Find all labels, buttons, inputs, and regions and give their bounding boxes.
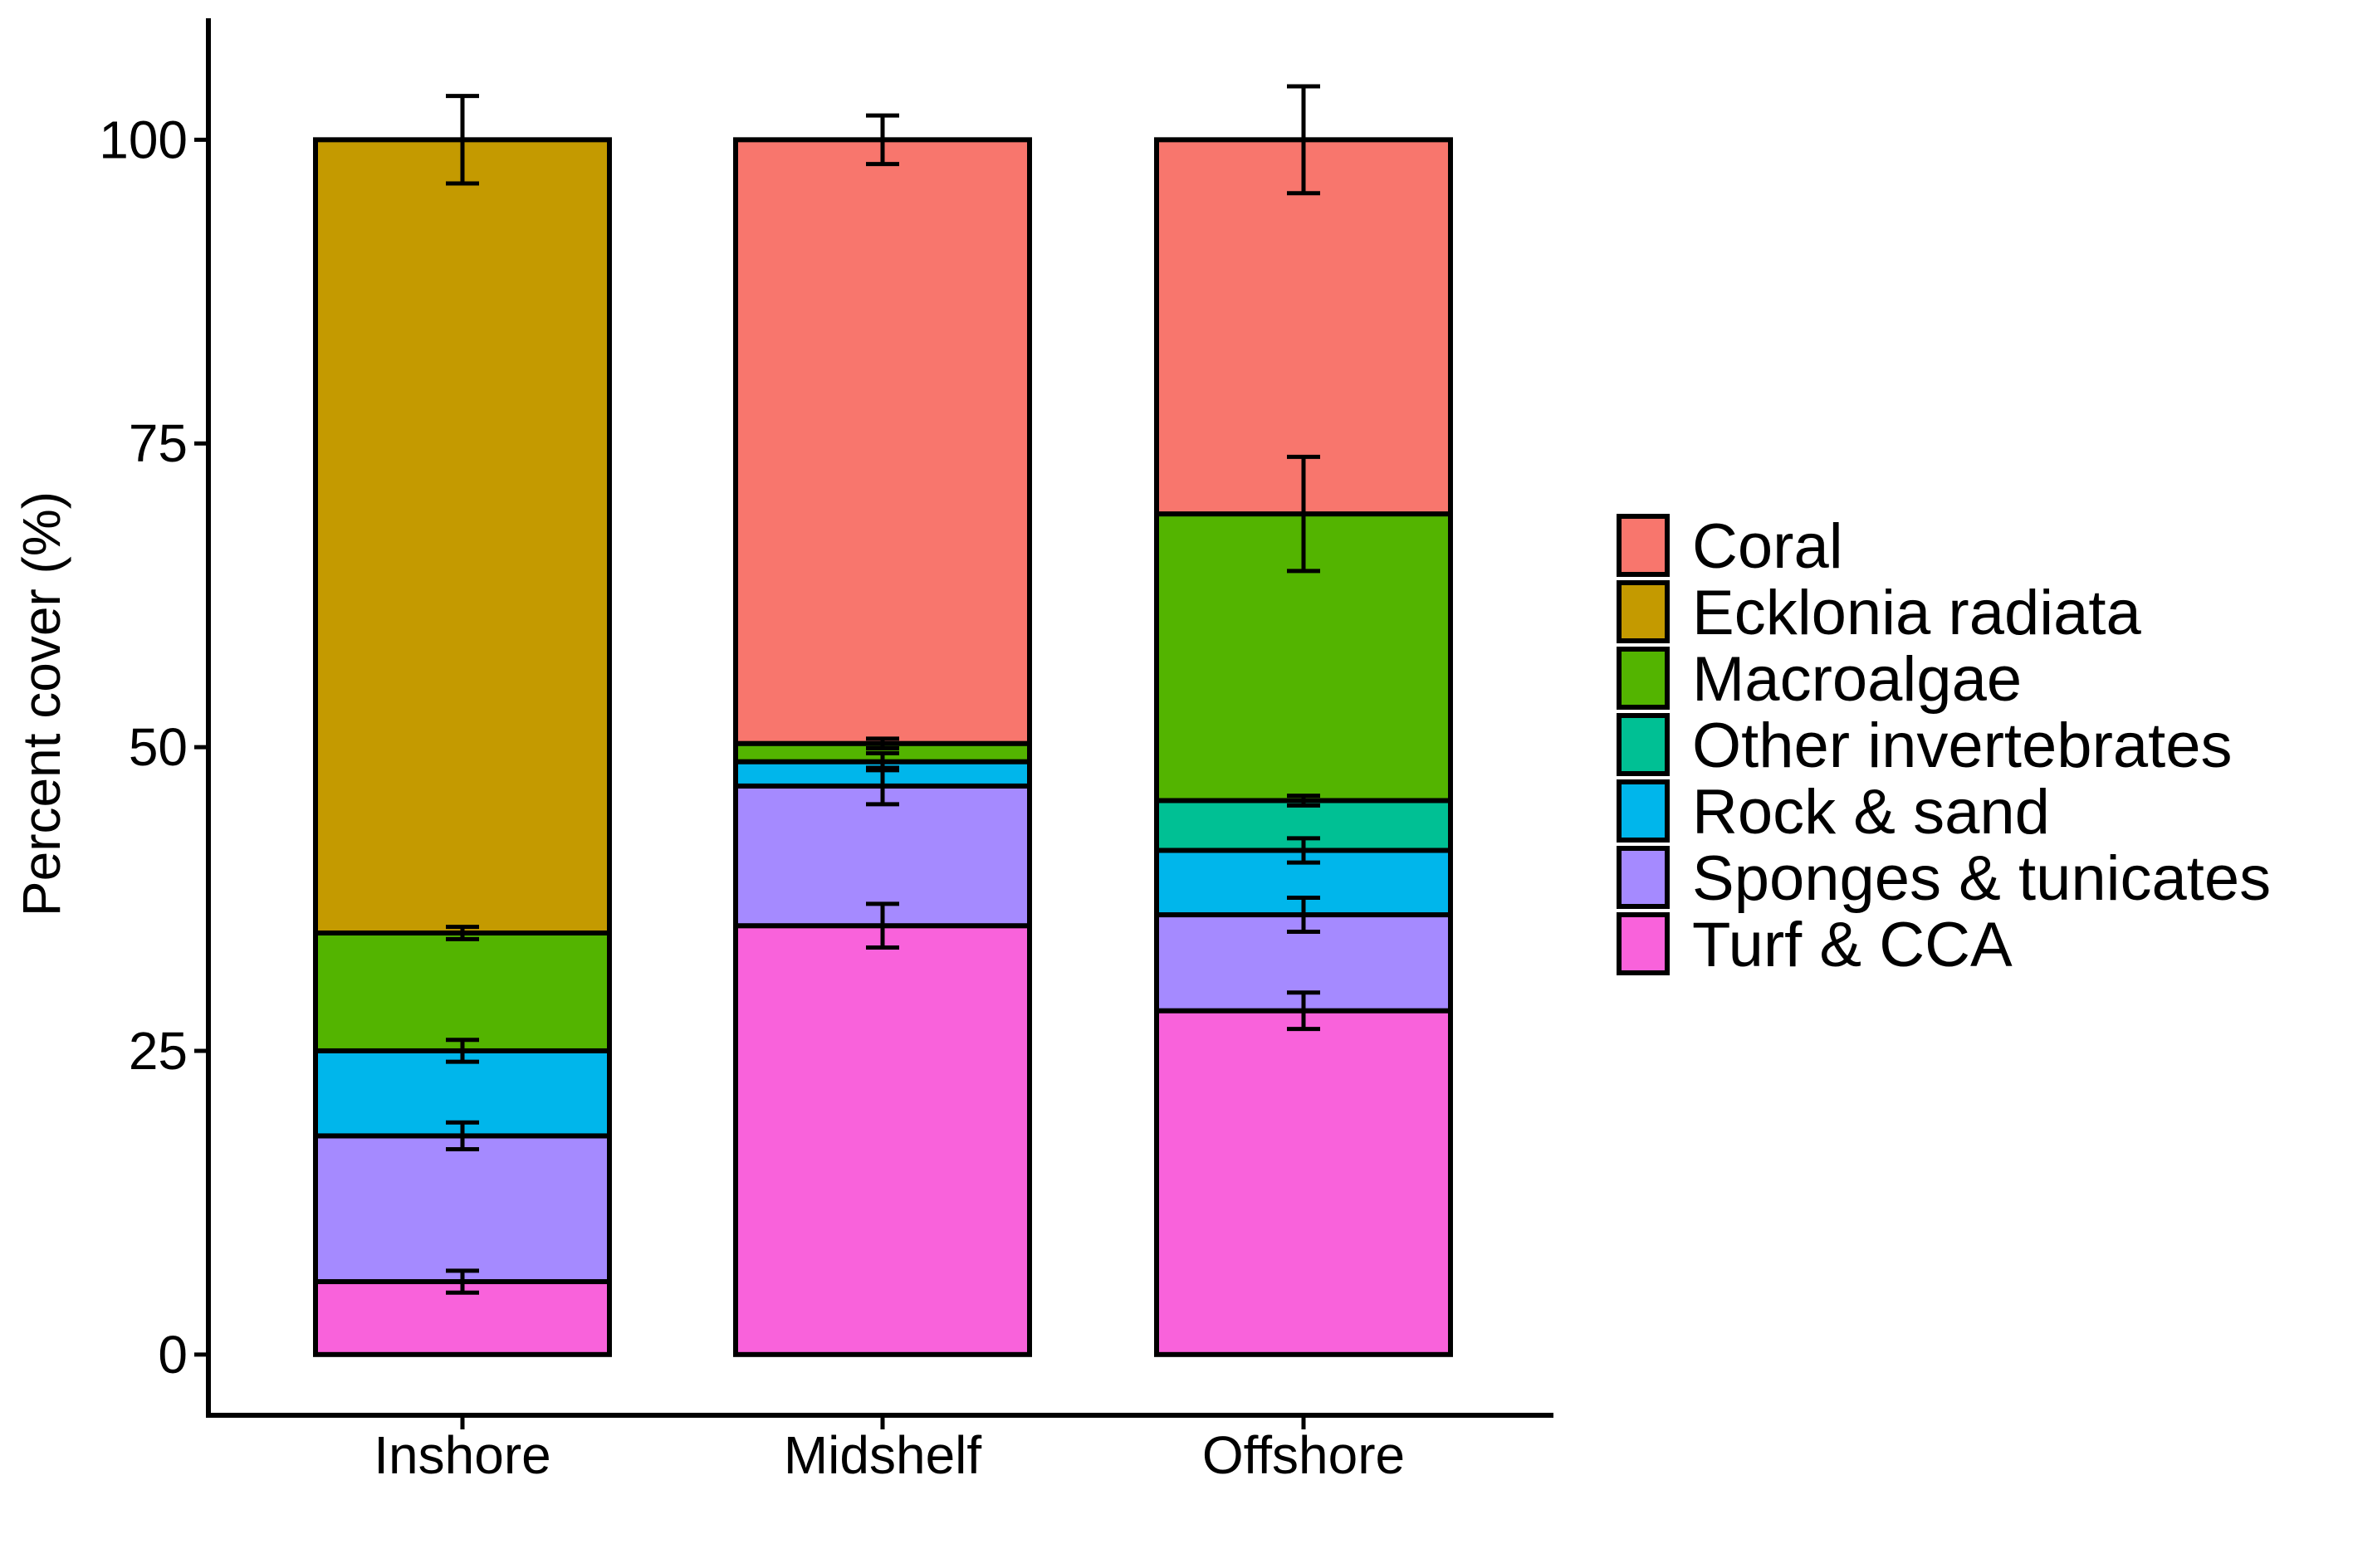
error-bar-offshore-coral bbox=[1287, 84, 1320, 196]
x-ticks-group: Inshore Midshelf Offshore bbox=[374, 1415, 1405, 1485]
error-bar-inshore-turf-and-cca bbox=[446, 1268, 479, 1295]
y-tick-label: 50 bbox=[129, 717, 188, 777]
bars-group bbox=[313, 137, 1453, 1357]
x-tick-label-inshore: Inshore bbox=[374, 1425, 550, 1485]
legend-key-coral bbox=[1617, 514, 1670, 577]
bar-offshore-coral bbox=[1154, 137, 1453, 517]
legend-label-coral: Coral bbox=[1692, 511, 1843, 582]
y-tick-label: 75 bbox=[129, 413, 188, 473]
error-bar-inshore-rock-and-sand bbox=[446, 1038, 479, 1064]
error-bar-offshore-turf-and-cca bbox=[1287, 990, 1320, 1032]
bar-inshore-ecklonia-radiata bbox=[313, 137, 612, 935]
y-tick-label: 0 bbox=[158, 1325, 188, 1385]
legend-key-rock-and-sand bbox=[1617, 779, 1670, 843]
legend-label-other-invertebrates: Other invertebrates bbox=[1692, 711, 2233, 781]
error-bar-midshelf-turf-and-cca bbox=[866, 901, 899, 950]
error-bar-midshelf-rock-and-sand bbox=[866, 750, 899, 773]
bar-inshore-sponges-and-tunicates bbox=[313, 1133, 612, 1285]
legend-key-other-invertebrates bbox=[1617, 713, 1670, 776]
y-ticks-group: 0 25 50 75 100 bbox=[99, 110, 208, 1385]
legend-label-turf-and-cca: Turf & CCA bbox=[1692, 910, 2013, 980]
error-bars-group bbox=[446, 84, 1320, 1295]
error-bar-midshelf-macroalgae bbox=[866, 736, 899, 751]
bar-midshelf-coral bbox=[733, 137, 1032, 746]
y-axis-title: Percent cover (%) bbox=[12, 491, 71, 916]
error-bar-offshore-macroalgae bbox=[1287, 454, 1320, 574]
bar-offshore-turf-and-cca bbox=[1154, 1008, 1453, 1357]
y-tick-label: 100 bbox=[99, 110, 188, 169]
error-bar-inshore-sponges-and-tunicates bbox=[446, 1120, 479, 1151]
legend-label-ecklonia-radiata: Ecklonia radiata bbox=[1692, 578, 2141, 648]
legend-key-turf-and-cca bbox=[1617, 912, 1670, 975]
bar-inshore-macroalgae bbox=[313, 930, 612, 1053]
axes-group bbox=[206, 18, 1553, 1418]
bar-midshelf-turf-and-cca bbox=[733, 923, 1032, 1357]
legend-label-rock-and-sand: Rock & sand bbox=[1692, 777, 2050, 848]
error-bar-offshore-rock-and-sand bbox=[1287, 836, 1320, 865]
error-bar-offshore-other-invertebrates bbox=[1287, 794, 1320, 808]
legend-key-sponges-and-tunicates bbox=[1617, 846, 1670, 909]
error-bar-inshore-ecklonia-radiata bbox=[446, 94, 479, 186]
error-bar-inshore-macroalgae bbox=[446, 925, 479, 941]
error-bar-midshelf-coral bbox=[866, 113, 899, 167]
y-tick-label: 25 bbox=[129, 1021, 188, 1081]
x-tick-label-offshore: Offshore bbox=[1202, 1425, 1405, 1485]
legend-label-sponges-and-tunicates: Sponges & tunicates bbox=[1692, 843, 2271, 914]
x-tick-label-midshelf: Midshelf bbox=[784, 1425, 982, 1485]
legend-label-macroalgae: Macroalgae bbox=[1692, 644, 2022, 715]
legend-key-macroalgae bbox=[1617, 647, 1670, 710]
error-bar-offshore-sponges-and-tunicates bbox=[1287, 896, 1320, 935]
legend-key-ecklonia-radiata bbox=[1617, 580, 1670, 643]
